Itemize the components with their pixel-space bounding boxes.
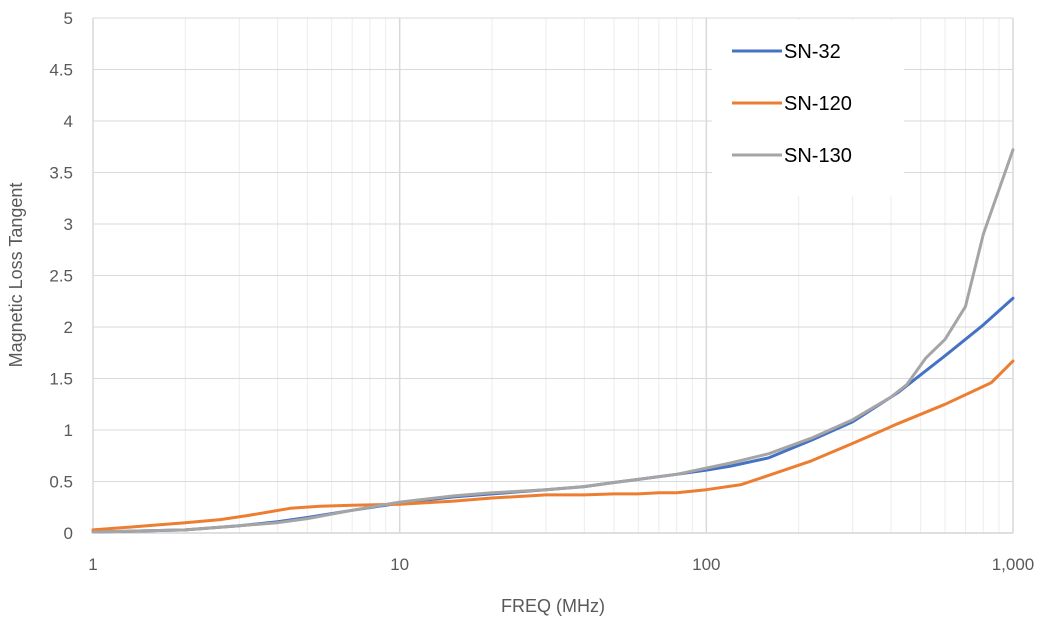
legend-entry-label: SN-120 [784,93,852,115]
y-tick-label: 5 [64,9,73,28]
series-line-sn-32 [91,296,1015,534]
y-tick-label: 1 [64,421,73,440]
y-tick-label: 2 [64,318,73,337]
y-tick-label: 3 [64,215,73,234]
legend-entry-label: SN-32 [784,41,841,63]
y-tick-label: 4.5 [49,61,73,80]
y-tick-label: 1.5 [49,370,73,389]
series-layer [91,148,1015,534]
legend: SN-32 SN-120 SN-130 [712,20,904,196]
x-tick-labels: 1 10 100 1,000 [88,555,1034,574]
series-line-sn-120 [91,359,1015,532]
y-tick-label: 4 [64,112,73,131]
y-tick-label: 2.5 [49,267,73,286]
x-tick-label: 1 [88,555,97,574]
x-tick-label: 1,000 [992,555,1035,574]
y-tick-label: 3.5 [49,164,73,183]
y-tick-labels: 0 0.5 1 1.5 2 2.5 3 3.5 4 4.5 5 [49,9,73,543]
x-tick-label: 100 [692,555,720,574]
legend-background [712,20,904,196]
y-tick-label: 0 [64,524,73,543]
y-tick-label: 0.5 [49,473,73,492]
legend-entry-label: SN-130 [784,145,852,167]
x-tick-label: 10 [390,555,409,574]
series-line-sn-130 [91,148,1015,534]
y-axis-title: Magnetic Loss Tangent [6,183,26,368]
major-gridlines [92,17,1014,534]
x-axis-title: FREQ (MHz) [501,596,605,616]
